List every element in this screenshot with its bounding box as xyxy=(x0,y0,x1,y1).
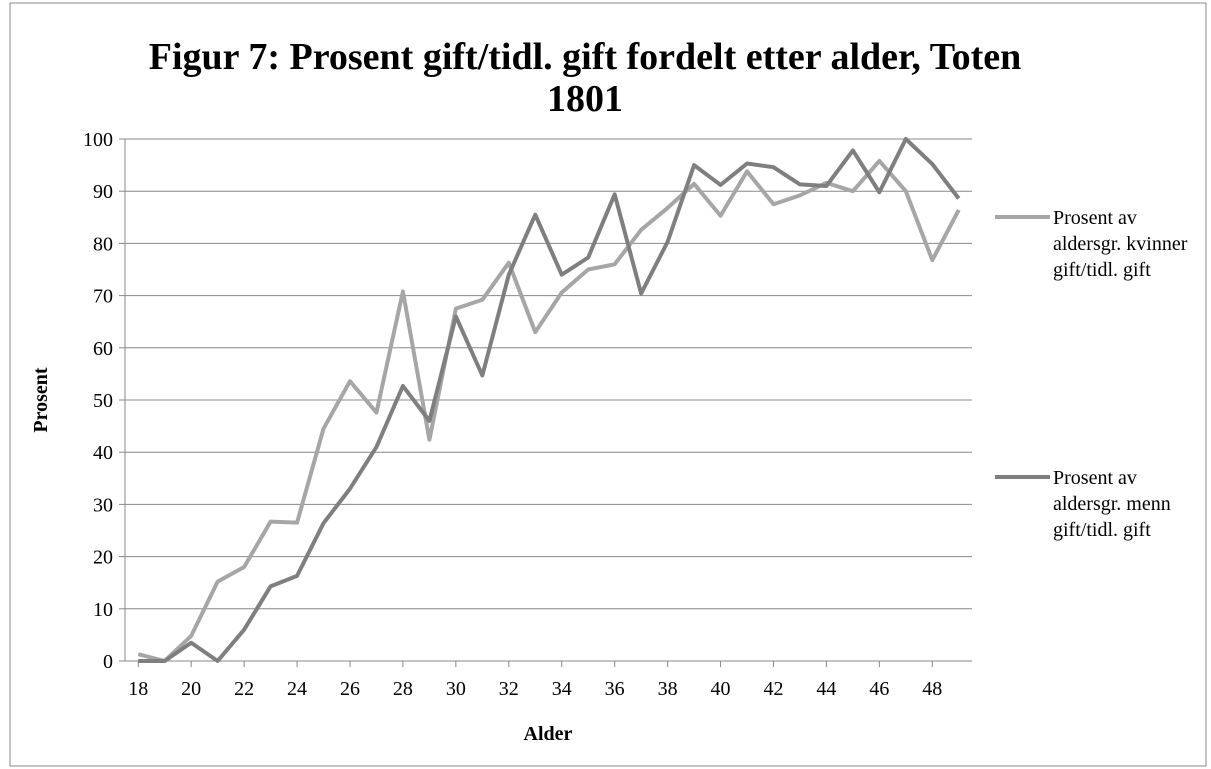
y-tick-label: 10 xyxy=(93,599,113,621)
x-tick-label: 36 xyxy=(605,678,625,700)
x-tick-label: 38 xyxy=(658,678,678,700)
x-tick-label: 32 xyxy=(499,678,519,700)
chart-title: Figur 7: Prosent gift/tidl. gift fordelt… xyxy=(148,36,1022,120)
y-tick-label: 20 xyxy=(93,547,113,569)
x-tick-label: 28 xyxy=(393,678,413,700)
legend-label: Prosent av aldersgr. menn gift/tidl. gif… xyxy=(1053,467,1171,541)
y-tick-label: 90 xyxy=(93,181,113,203)
y-axis-title: Prosent xyxy=(30,367,52,433)
x-tick-label: 30 xyxy=(446,678,466,700)
x-axis-title: Alder xyxy=(524,723,573,745)
x-tick-label: 46 xyxy=(869,678,889,700)
y-tick-label: 40 xyxy=(93,442,113,464)
legend-label: Prosent av aldersgr. kvinner gift/tidl. … xyxy=(1053,207,1188,281)
x-tick-label: 20 xyxy=(181,678,201,700)
y-tick-label: 50 xyxy=(93,390,113,412)
x-tick-label: 18 xyxy=(128,678,148,700)
y-tick-label: 100 xyxy=(83,129,113,151)
x-tick-label: 42 xyxy=(763,678,783,700)
y-tick-label: 80 xyxy=(93,233,113,255)
x-tick-label: 40 xyxy=(711,678,731,700)
x-tick-label: 44 xyxy=(816,678,836,700)
x-tick-label: 22 xyxy=(234,678,254,700)
x-tick-label: 48 xyxy=(922,678,942,700)
x-tick-label: 34 xyxy=(552,678,572,700)
series-line xyxy=(137,158,961,663)
x-tick-label: 24 xyxy=(287,678,307,700)
y-tick-label: 0 xyxy=(103,651,113,673)
y-tick-label: 60 xyxy=(93,338,113,360)
chart-border xyxy=(9,2,1207,767)
y-tick-label: 70 xyxy=(93,286,113,308)
series-line xyxy=(138,137,961,663)
x-tick-label: 26 xyxy=(340,678,360,700)
y-tick-label: 30 xyxy=(93,494,113,516)
